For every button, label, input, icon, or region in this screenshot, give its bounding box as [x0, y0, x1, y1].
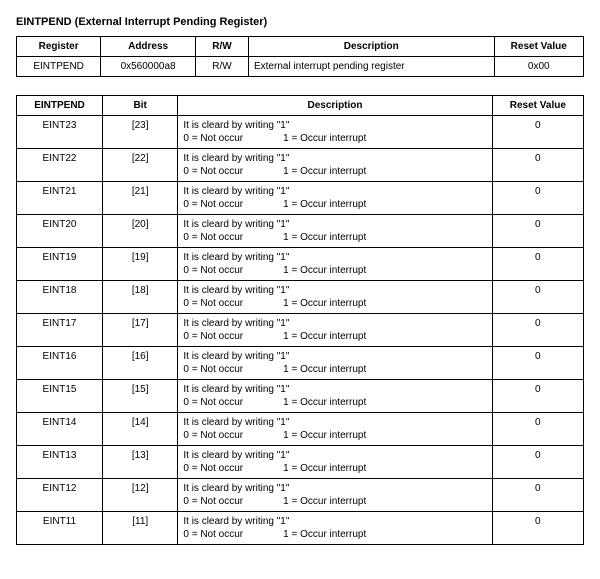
cell-bit: [15] [103, 380, 178, 413]
table-row: EINTPEND 0x560000a8 R/W External interru… [17, 57, 584, 77]
cell-description: It is cleard by writing "1"0 = Not occur… [178, 446, 492, 479]
cell-reset: 0 [492, 479, 583, 512]
table-row: EINT23[23]It is cleard by writing "1"0 =… [17, 116, 584, 149]
cell-description: It is cleard by writing "1"0 = Not occur… [178, 314, 492, 347]
header-reset: Reset Value [492, 96, 583, 116]
cell-bit: [12] [103, 479, 178, 512]
cell-reset: 0 [492, 380, 583, 413]
table-row: EINT20[20]It is cleard by writing "1"0 =… [17, 215, 584, 248]
table-row: EINT19[19]It is cleard by writing "1"0 =… [17, 248, 584, 281]
cell-field-name: EINT11 [17, 512, 103, 545]
cell-reset: 0 [492, 314, 583, 347]
cell-bit: [23] [103, 116, 178, 149]
table-row: EINT17[17]It is cleard by writing "1"0 =… [17, 314, 584, 347]
cell-description: It is cleard by writing "1"0 = Not occur… [178, 116, 492, 149]
cell-bit: [18] [103, 281, 178, 314]
cell-description: It is cleard by writing "1"0 = Not occur… [178, 149, 492, 182]
table-header-row: EINTPEND Bit Description Reset Value [17, 96, 584, 116]
header-address: Address [101, 37, 196, 57]
cell-description: External interrupt pending register [248, 57, 494, 77]
cell-field-name: EINT13 [17, 446, 103, 479]
cell-reset: 0 [492, 347, 583, 380]
table-row: EINT11[11]It is cleard by writing "1"0 =… [17, 512, 584, 545]
cell-reset: 0 [492, 413, 583, 446]
cell-field-name: EINT21 [17, 182, 103, 215]
cell-rw: R/W [195, 57, 248, 77]
table-row: EINT21[21]It is cleard by writing "1"0 =… [17, 182, 584, 215]
cell-field-name: EINT22 [17, 149, 103, 182]
table-row: EINT12[12]It is cleard by writing "1"0 =… [17, 479, 584, 512]
cell-field-name: EINT12 [17, 479, 103, 512]
cell-reset: 0 [492, 182, 583, 215]
cell-reset: 0 [492, 215, 583, 248]
cell-field-name: EINT16 [17, 347, 103, 380]
header-description: Description [178, 96, 492, 116]
header-reset: Reset Value [494, 37, 584, 57]
cell-description: It is cleard by writing "1"0 = Not occur… [178, 281, 492, 314]
table-row: EINT14[14]It is cleard by writing "1"0 =… [17, 413, 584, 446]
cell-description: It is cleard by writing "1"0 = Not occur… [178, 512, 492, 545]
cell-field-name: EINT19 [17, 248, 103, 281]
cell-bit: [20] [103, 215, 178, 248]
table-header-row: Register Address R/W Description Reset V… [17, 37, 584, 57]
cell-field-name: EINT14 [17, 413, 103, 446]
header-rw: R/W [195, 37, 248, 57]
cell-bit: [13] [103, 446, 178, 479]
cell-description: It is cleard by writing "1"0 = Not occur… [178, 479, 492, 512]
cell-reset: 0 [492, 116, 583, 149]
page-title: EINTPEND (External Interrupt Pending Reg… [16, 16, 584, 28]
cell-bit: [19] [103, 248, 178, 281]
cell-reset: 0 [492, 281, 583, 314]
cell-reset: 0x00 [494, 57, 584, 77]
cell-bit: [16] [103, 347, 178, 380]
cell-bit: [17] [103, 314, 178, 347]
cell-description: It is cleard by writing "1"0 = Not occur… [178, 248, 492, 281]
cell-reset: 0 [492, 248, 583, 281]
cell-field-name: EINT17 [17, 314, 103, 347]
table-row: EINT22[22]It is cleard by writing "1"0 =… [17, 149, 584, 182]
cell-bit: [22] [103, 149, 178, 182]
cell-description: It is cleard by writing "1"0 = Not occur… [178, 380, 492, 413]
cell-bit: [11] [103, 512, 178, 545]
table-row: EINT15[15]It is cleard by writing "1"0 =… [17, 380, 584, 413]
cell-register: EINTPEND [17, 57, 101, 77]
cell-reset: 0 [492, 512, 583, 545]
cell-description: It is cleard by writing "1"0 = Not occur… [178, 215, 492, 248]
header-bit: Bit [103, 96, 178, 116]
cell-description: It is cleard by writing "1"0 = Not occur… [178, 413, 492, 446]
cell-reset: 0 [492, 149, 583, 182]
header-eintpend: EINTPEND [17, 96, 103, 116]
cell-field-name: EINT15 [17, 380, 103, 413]
header-description: Description [248, 37, 494, 57]
register-fields-table: EINTPEND Bit Description Reset Value EIN… [16, 95, 584, 545]
table-row: EINT13[13]It is cleard by writing "1"0 =… [17, 446, 584, 479]
register-summary-table: Register Address R/W Description Reset V… [16, 36, 584, 77]
cell-bit: [21] [103, 182, 178, 215]
cell-address: 0x560000a8 [101, 57, 196, 77]
header-register: Register [17, 37, 101, 57]
table-row: EINT18[18]It is cleard by writing "1"0 =… [17, 281, 584, 314]
cell-field-name: EINT20 [17, 215, 103, 248]
cell-description: It is cleard by writing "1"0 = Not occur… [178, 182, 492, 215]
cell-field-name: EINT23 [17, 116, 103, 149]
cell-description: It is cleard by writing "1"0 = Not occur… [178, 347, 492, 380]
cell-reset: 0 [492, 446, 583, 479]
cell-field-name: EINT18 [17, 281, 103, 314]
cell-bit: [14] [103, 413, 178, 446]
table-row: EINT16[16]It is cleard by writing "1"0 =… [17, 347, 584, 380]
